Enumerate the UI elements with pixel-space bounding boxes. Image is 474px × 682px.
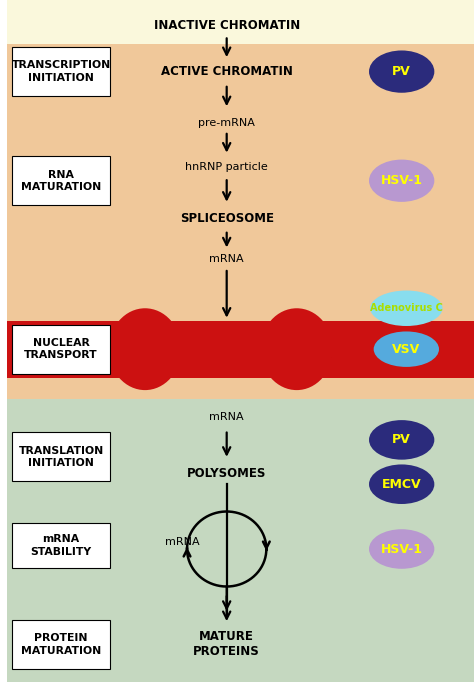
Text: HSV-1: HSV-1 xyxy=(381,174,423,188)
Ellipse shape xyxy=(109,308,181,390)
Text: TRANSLATION
INITIATION: TRANSLATION INITIATION xyxy=(18,446,104,468)
Text: HSV-1: HSV-1 xyxy=(381,542,423,556)
Text: PV: PV xyxy=(392,65,411,78)
Ellipse shape xyxy=(374,331,439,367)
Text: Adenovirus C: Adenovirus C xyxy=(370,303,443,313)
Text: ACTIVE CHROMATIN: ACTIVE CHROMATIN xyxy=(161,65,292,78)
Text: mRNA
STABILITY: mRNA STABILITY xyxy=(30,535,91,557)
Bar xyxy=(8,0,474,44)
Bar xyxy=(12,432,110,481)
Bar xyxy=(12,156,110,205)
Text: RNA
MATURATION: RNA MATURATION xyxy=(21,170,101,192)
Text: PROTEIN
MATURATION: PROTEIN MATURATION xyxy=(21,634,101,655)
Bar xyxy=(8,44,474,300)
Text: mRNA: mRNA xyxy=(165,537,200,547)
Bar xyxy=(12,620,110,669)
Bar xyxy=(12,524,110,567)
Ellipse shape xyxy=(369,160,434,202)
Text: mRNA: mRNA xyxy=(210,254,244,264)
Text: pre-mRNA: pre-mRNA xyxy=(198,118,255,128)
Ellipse shape xyxy=(369,50,434,93)
Bar xyxy=(8,399,474,682)
Text: TRANSCRIPTION
INITIATION: TRANSCRIPTION INITIATION xyxy=(11,61,110,83)
Bar xyxy=(12,47,110,96)
Ellipse shape xyxy=(369,420,434,460)
Ellipse shape xyxy=(273,316,332,383)
Ellipse shape xyxy=(110,316,169,383)
Bar xyxy=(8,321,474,378)
Ellipse shape xyxy=(369,464,434,504)
Text: VSV: VSV xyxy=(392,342,420,356)
Text: INACTIVE CHROMATIN: INACTIVE CHROMATIN xyxy=(154,19,300,33)
Text: POLYSOMES: POLYSOMES xyxy=(187,467,266,481)
Bar xyxy=(8,300,474,399)
Text: EMCV: EMCV xyxy=(382,477,421,491)
Ellipse shape xyxy=(261,308,333,390)
Text: hnRNP particle: hnRNP particle xyxy=(185,162,268,172)
Text: NUCLEAR
TRANSPORT: NUCLEAR TRANSPORT xyxy=(24,338,98,360)
Text: MATURE
PROTEINS: MATURE PROTEINS xyxy=(193,630,260,659)
Text: mRNA: mRNA xyxy=(210,413,244,422)
Text: PV: PV xyxy=(392,433,411,447)
Text: SPLICEOSOME: SPLICEOSOME xyxy=(180,211,273,225)
Ellipse shape xyxy=(369,529,434,569)
Bar xyxy=(12,325,110,374)
Ellipse shape xyxy=(370,291,443,326)
